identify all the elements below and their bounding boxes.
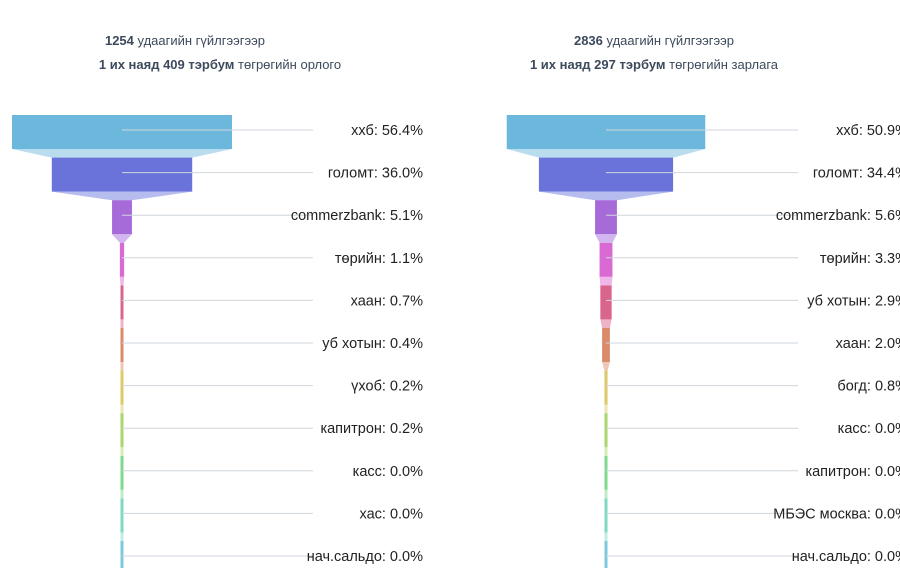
funnel-connector [120,362,124,371]
funnel-bar[interactable] [12,115,232,149]
funnel-label: капитрон: 0.2% [320,421,423,437]
income-funnel-plot: ххб: 56.4% голомт: 36.0% commerzbank: 5.1%… [12,115,423,568]
funnel-connector [120,319,124,328]
funnel-bar[interactable] [120,541,124,568]
funnel-bar[interactable] [506,115,706,149]
funnel-connector [604,489,608,499]
funnel-bar[interactable] [120,455,124,490]
funnel-connector [12,149,232,158]
funnel-bar[interactable] [600,285,612,320]
funnel-connector [604,447,608,456]
funnel-connector [602,362,610,371]
funnel-connector [595,234,617,243]
funnel-connector [112,234,132,243]
funnel-connector [120,489,124,499]
funnel-title-line2: 1 их наяд 297 тэрбум төгрөгийн зарлага [450,57,858,72]
funnel-label: нач.сальдо: 0.0% [307,549,423,565]
funnel-connector [599,276,613,286]
funnel-bar[interactable] [604,498,608,533]
funnel-bar[interactable] [604,413,608,448]
expense-funnel-plot: ххб: 50.9% голомт: 34.4% commerzbank: 5.6%… [506,115,900,568]
funnel-label: голомт: 34.4% [813,166,900,182]
funnel-label: ххб: 50.9% [836,123,900,139]
funnel-connector [120,532,124,541]
funnel-label: commerzbank: 5.6% [776,208,900,224]
transaction-count-text: удаагийн гүйлгээгээр [602,33,735,48]
funnel-connector [538,191,674,201]
funnel-bar[interactable] [120,285,124,320]
funnel-bar[interactable] [120,498,124,533]
transaction-count-text: удаагийн гүйлгээгээр [133,33,266,48]
funnel-label: капитрон: 0.0% [805,464,900,480]
funnel-bar[interactable] [599,242,613,277]
funnel-label: нач.сальдо: 0.0% [792,549,900,565]
funnel-label: МБЭС москва: 0.0% [773,506,900,522]
transaction-count: 1254 [104,33,134,48]
funnel-label: хаан: 0.7% [351,293,423,309]
funnel-connector [600,319,612,328]
amount-total: 1 их наяд 297 тэрбум [529,57,666,72]
funnel-label: хаан: 2.0% [836,336,900,352]
funnel-bar[interactable] [538,157,674,192]
funnel-bar[interactable] [595,200,617,235]
funnel-bar[interactable] [604,370,608,405]
funnel-bar[interactable] [120,328,124,362]
funnel-label: ххб: 56.4% [351,123,423,139]
funnel-connector [604,532,608,541]
expense-funnel: 2836 удаагийн гүйлгээгээр 1 их наяд 297 … [450,0,900,568]
funnel-label: төрийн: 1.1% [335,251,423,267]
funnel-connector [604,404,608,414]
funnel-bar[interactable] [120,413,124,448]
amount-total-text: төгрөгийн орлого [234,57,342,72]
funnel-label: касс: 0.0% [353,464,423,480]
funnel-title-line1: 2836 удаагийн гүйлгээгээр [450,33,858,48]
funnel-label: голомт: 36.0% [328,166,423,182]
income-funnel: 1254 удаагийн гүйлгээгээр 1 их наяд 409 … [0,33,440,568]
funnel-bar[interactable] [120,370,124,405]
funnel-label: commerzbank: 5.1% [291,208,423,224]
funnel-label: богд: 0.8% [837,379,900,395]
funnel-connector [51,191,193,201]
funnel-bar[interactable] [119,242,125,277]
funnel-bar[interactable] [604,541,608,568]
funnel-label: уб хотын: 0.4% [322,336,423,352]
funnel-label: үхоб: 0.2% [351,379,423,395]
funnel-bar[interactable] [112,200,132,235]
funnel-connector [119,276,125,286]
funnel-title-line1: 1254 удаагийн гүйлгээгээр [0,33,370,48]
funnel-label: хас: 0.0% [359,506,423,522]
funnel-label: уб хотын: 2.9% [807,293,900,309]
transaction-count: 2836 [573,33,603,48]
funnel-label: касс: 0.0% [838,421,900,437]
funnel-title-line2: 1 их наяд 409 тэрбум төгрөгийн орлого [0,57,440,72]
amount-total: 1 их наяд 409 тэрбум [98,57,235,72]
funnel-bar[interactable] [602,328,610,362]
funnel-bar[interactable] [604,455,608,490]
funnel-connector [120,404,124,414]
amount-total-text: төгрөгийн зарлага [665,57,779,72]
funnel-label: төрийн: 3.3% [820,251,900,267]
funnel-connector [506,149,706,158]
funnel-bar[interactable] [51,157,193,192]
funnel-connector [120,447,124,456]
